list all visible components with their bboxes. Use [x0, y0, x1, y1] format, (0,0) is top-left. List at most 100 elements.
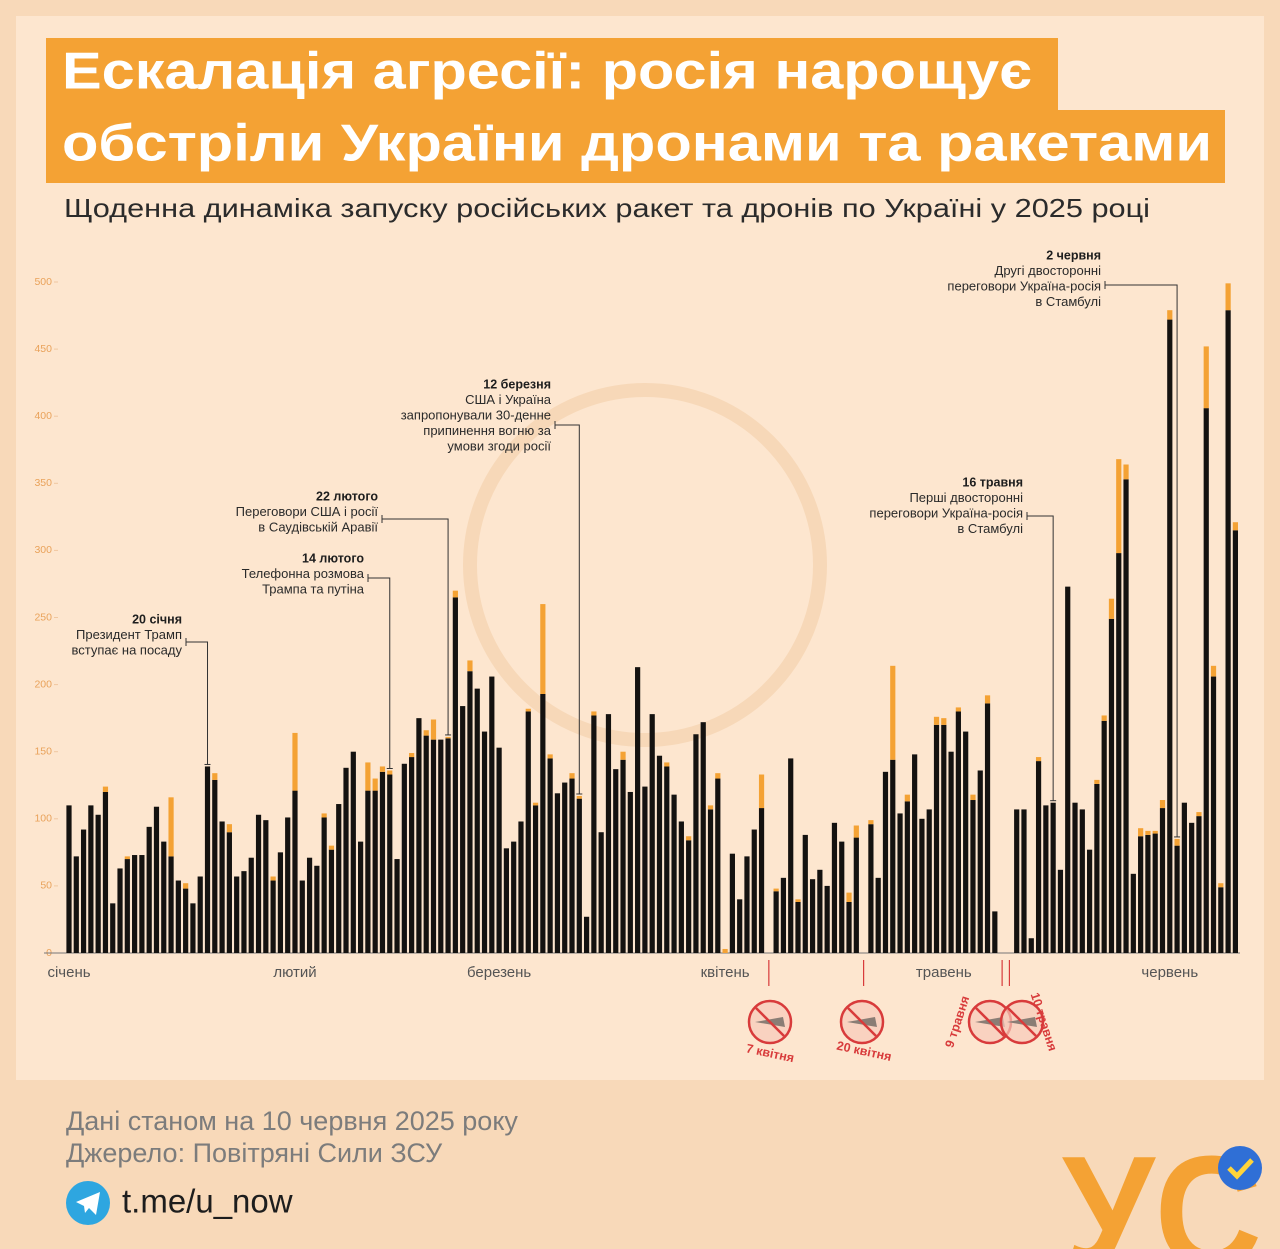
bar-segment — [875, 877, 881, 953]
bar-segment — [824, 885, 830, 953]
bar-segment — [285, 817, 291, 953]
bar-segment — [234, 876, 240, 953]
bar-segment — [277, 852, 284, 953]
bar-segment — [941, 718, 947, 725]
bar-segment — [1138, 836, 1144, 953]
no-attack-slash — [1007, 1007, 1037, 1037]
bar-segment — [525, 711, 531, 953]
bar-segment — [868, 824, 874, 953]
bar-segment — [1232, 530, 1238, 953]
bar-segment — [853, 825, 859, 838]
bar-segment — [379, 766, 386, 772]
x-tick-label: квітень — [701, 964, 750, 981]
annotation-text: в Саудівській Аравії — [258, 519, 378, 534]
bar-segment — [620, 751, 626, 760]
bar-segment — [336, 804, 342, 953]
bar-segment — [780, 877, 787, 953]
bar-segment — [1167, 319, 1173, 953]
bar-segment — [1057, 869, 1064, 953]
y-tick-label: 100 — [34, 813, 52, 825]
bar-segment — [416, 718, 422, 953]
x-tick-label: лютий — [273, 964, 316, 981]
annotation-connector — [554, 421, 580, 794]
y-tick-label: 200 — [34, 678, 52, 690]
bar-segment — [664, 766, 670, 953]
bar-segment — [88, 805, 94, 953]
annotation-text: переговори Україна-росія — [947, 278, 1101, 293]
bar-segment — [576, 798, 582, 953]
bar-segment — [912, 754, 918, 953]
bar-segment — [445, 738, 451, 953]
bar-segment — [1210, 676, 1217, 953]
bar-segment — [321, 817, 327, 953]
bar-segment — [299, 880, 305, 953]
bar-segment — [430, 739, 437, 953]
y-tick-label: 50 — [40, 880, 52, 892]
bar-segment — [219, 821, 225, 953]
watermark — [463, 383, 827, 747]
bar-segment — [409, 757, 415, 953]
annotation-text: в Стамбулі — [957, 521, 1023, 536]
bar-segment — [80, 829, 87, 953]
bar-segment — [183, 883, 189, 889]
bar-segment — [678, 821, 684, 953]
bar-segment — [1145, 834, 1151, 953]
title: Ескалація агресії: росія нарощує — [62, 43, 1032, 101]
annotation-text: запропонували 30-денне — [401, 407, 551, 422]
title: обстріли України дронами та ракетами — [62, 115, 1212, 173]
logo-check — [1227, 1158, 1254, 1180]
no-attack-slash — [975, 1007, 1005, 1037]
bar-segment — [1130, 873, 1136, 953]
bar-segment — [715, 773, 721, 779]
y-tick-label: 350 — [34, 477, 52, 489]
bar-segment — [139, 855, 145, 953]
bar-segment — [1225, 283, 1231, 311]
bar-segment — [350, 751, 356, 953]
bar-segment — [897, 813, 903, 953]
annotation-text: Телефонна розмова — [242, 566, 365, 581]
title-box — [46, 38, 1058, 110]
annotation-text: Президент Трамп — [76, 627, 182, 642]
bar-segment — [409, 753, 415, 758]
bar-segment — [613, 769, 619, 953]
bar-segment — [467, 671, 473, 953]
bar-segment — [306, 857, 313, 953]
bar-segment — [773, 891, 779, 953]
bar-segment — [365, 790, 371, 953]
bar-segment — [1218, 887, 1224, 953]
bar-segment — [1145, 830, 1151, 835]
bar-segment — [1196, 816, 1202, 953]
bar-segment — [904, 801, 910, 953]
bar-segment — [132, 855, 138, 953]
bar-segment — [532, 805, 539, 953]
bar-segment — [591, 711, 597, 716]
date-note: Дані станом на 10 червня 2025 року — [66, 1106, 518, 1136]
bar-segment — [904, 794, 910, 802]
bar-segment — [314, 865, 320, 953]
bar-segment — [955, 711, 961, 953]
annotation-text: умови згоди росії — [447, 438, 551, 453]
y-tick-label: 250 — [34, 611, 52, 623]
annotation-connector — [185, 638, 209, 765]
no-attack-slash — [847, 1007, 877, 1037]
bar-segment — [635, 667, 641, 953]
annotation-connector — [381, 515, 449, 735]
bar-segment — [1159, 808, 1166, 953]
bar-segment — [489, 676, 495, 953]
bar-segment — [948, 751, 954, 953]
bar-segment — [1174, 838, 1180, 846]
link[interactable]: t.me/u_now — [122, 1183, 293, 1220]
bar-segment — [146, 826, 152, 953]
bar-segment — [394, 859, 400, 953]
bar-segment — [744, 856, 750, 953]
bar-segment — [627, 791, 633, 953]
telegram-plane — [76, 1192, 100, 1215]
bar-segment — [423, 735, 429, 953]
x-tick-label: березень — [467, 964, 531, 981]
title-box — [46, 110, 1225, 183]
bar-segment — [1152, 833, 1158, 953]
bar-segment — [1167, 310, 1173, 320]
bar-segment — [1189, 822, 1195, 953]
bar-segment — [496, 747, 502, 953]
bar-segment — [576, 795, 582, 799]
